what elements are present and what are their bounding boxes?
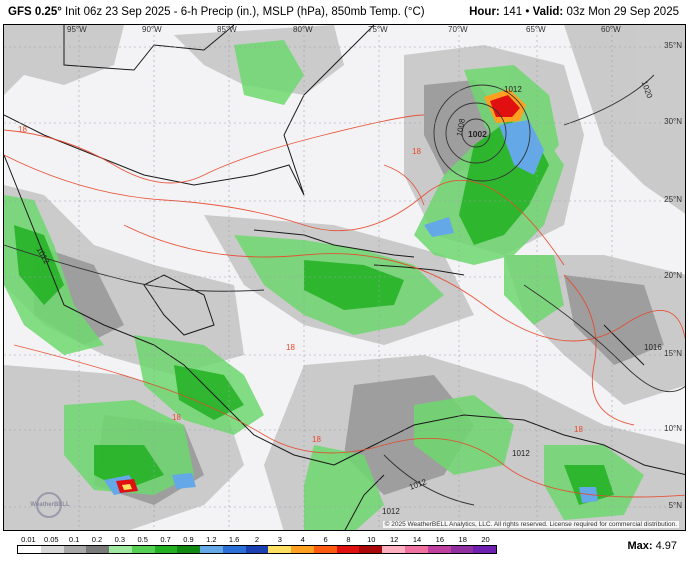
legend-tick-label: 20 (481, 535, 490, 544)
model-name: GFS 0.25° (8, 6, 62, 18)
watermark-ring-icon (36, 492, 62, 518)
legend-tick-label: 4 (300, 535, 305, 544)
max-value: 4.97 (655, 540, 677, 552)
legend-tick-label: 10 (367, 535, 376, 544)
field-description: 6-h Precip (in.), MSLP (hPa), 850mb Temp… (180, 6, 425, 18)
legend-swatch (177, 546, 201, 553)
isotherm-label: 18 (286, 343, 295, 352)
legend-swatch (450, 546, 474, 553)
legend-swatch (200, 546, 223, 553)
lat-label-35n: 35°N (664, 41, 682, 50)
legend-swatch (131, 546, 155, 553)
legend-tick-label: 12 (389, 535, 399, 544)
isobar-label: 1016 (644, 343, 662, 352)
header-left: GFS 0.25° Init 06z 23 Sep 2025 - 6-h Pre… (8, 6, 425, 18)
legend-swatch (18, 546, 41, 553)
legend-tick-label: 0.2 (91, 535, 103, 544)
isobars (4, 74, 685, 506)
legend-swatch (313, 546, 337, 553)
copyright-notice: © 2025 WeatherBELL Analytics, LLC. All r… (382, 521, 679, 528)
lon-label-95w: 95°W (67, 25, 87, 34)
low-pressure-label: 1002 (468, 129, 487, 139)
legend-swatch (473, 546, 497, 553)
precip-legend: 0.01 0.05 0.1 0.2 0.3 0.5 0.7 0.9 1.2 1.6 2 3 4 6 8 10 1… (17, 535, 497, 563)
legend-swatch (245, 546, 269, 553)
lon-label-90w: 90°W (142, 25, 162, 34)
isotherm-label: 18 (412, 147, 421, 156)
lat-label-20n: 20°N (664, 271, 682, 280)
weatherbell-watermark: WeatherBELL (22, 492, 78, 522)
map-canvas (4, 25, 685, 530)
max-label: Max: (627, 540, 653, 552)
lon-label-85w: 85°W (217, 25, 237, 34)
valid-label: Valid: (532, 6, 564, 18)
isotherms (4, 114, 685, 498)
lat-label-5n: 5°N (668, 501, 682, 510)
legend-swatch (63, 546, 87, 553)
isobar-label: 1012 (382, 507, 400, 516)
lat-label-25n: 25°N (664, 195, 682, 204)
legend-swatch (86, 546, 110, 553)
legend-tick-labels: 0.01 0.05 0.1 0.2 0.3 0.5 0.7 0.9 1.2 1.6 2 3 4 6 8 10 1… (17, 535, 497, 545)
lat-label-10n: 10°N (664, 424, 682, 433)
lon-label-70w: 70°W (448, 25, 468, 34)
lat-label-15n: 15°N (664, 349, 682, 358)
legend-tick-label: 3 (277, 535, 282, 544)
legend-swatch (222, 546, 246, 553)
legend-tick-label: 8 (346, 535, 351, 544)
valid-time: 03z Mon 29 Sep 2025 (566, 6, 679, 18)
isobar-label: 1012 (512, 449, 530, 458)
isotherm-label: 18 (574, 425, 583, 434)
max-value-readout: Max: 4.97 (627, 540, 677, 552)
watermark-text: WeatherBELL (30, 502, 70, 508)
legend-swatch (336, 546, 360, 553)
isotherm-label: 18 (172, 413, 181, 422)
legend-tick-label: 0.9 (183, 535, 194, 544)
legend-swatch (154, 546, 178, 553)
legend-swatch (405, 546, 428, 553)
isobar-label: 1012 (504, 85, 522, 94)
legend-tick-label: 2 (254, 535, 260, 544)
legend-tick-label: 0.3 (114, 535, 126, 544)
legend-swatch (382, 546, 406, 553)
isotherm-label: 18 (18, 125, 27, 134)
legend-tick-label: 18 (458, 535, 467, 544)
lon-label-80w: 80°W (293, 25, 313, 34)
header-right: Hour: 141 • Valid: 03z Mon 29 Sep 2025 (469, 6, 679, 18)
legend-color-bar (17, 545, 497, 554)
legend-swatch (40, 546, 64, 553)
legend-tick-label: 0.01 (21, 535, 36, 544)
lat-lon-grid (4, 25, 685, 530)
map-header: GFS 0.25° Init 06z 23 Sep 2025 - 6-h Pre… (0, 0, 689, 24)
isotherm-label: 18 (312, 435, 321, 444)
legend-tick-label: 14 (412, 535, 422, 544)
lon-label-60w: 60°W (601, 25, 621, 34)
lon-label-65w: 65°W (526, 25, 546, 34)
legend-tick-label: 0.1 (68, 535, 80, 544)
legend-tick-label: 6 (323, 535, 328, 544)
precip-heavy (116, 89, 526, 493)
hour-label: Hour: (469, 6, 500, 18)
precip-dark-green (14, 120, 614, 505)
legend-swatch (427, 546, 451, 553)
lon-label-75w: 75°W (368, 25, 388, 34)
lat-label-30n: 30°N (664, 117, 682, 126)
legend-tick-label: 0.7 (160, 535, 171, 544)
legend-swatch (109, 546, 132, 553)
legend-swatch (268, 546, 292, 553)
legend-tick-label: 1.2 (206, 535, 217, 544)
legend-tick-label: 0.5 (137, 535, 148, 544)
legend-tick-label: 0.05 (43, 535, 59, 544)
legend-tick-label: 1.6 (228, 535, 240, 544)
init-time: Init 06z 23 Sep 2025 (65, 6, 171, 18)
forecast-hour: 141 (502, 6, 523, 18)
legend-swatch (359, 546, 383, 553)
legend-swatch (291, 546, 314, 553)
legend-tick-label: 16 (435, 535, 445, 544)
forecast-map: 95°W 90°W 85°W 80°W 75°W 70°W 65°W 60°W … (3, 24, 686, 531)
